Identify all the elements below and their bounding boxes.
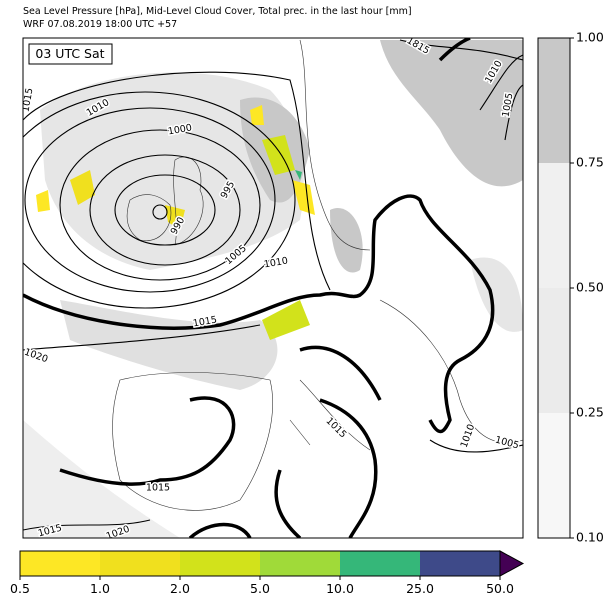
cloud-colorbar-label: 0.25 <box>576 405 604 420</box>
isobars <box>23 38 523 538</box>
precip-colorbar-label: 50.0 <box>486 581 514 596</box>
precip-colorbar-band <box>260 551 340 576</box>
coastlines <box>112 39 523 511</box>
precip-colorbar-label: 5.0 <box>250 581 270 596</box>
precip-colorbar-label: 2.0 <box>170 581 190 596</box>
precip-colorbar-label: 25.0 <box>406 581 434 596</box>
cloud-colorbar-band <box>538 288 570 413</box>
precip-colorbar-band <box>420 551 500 576</box>
title-line-2: WRF 07.08.2019 18:00 UTC +57 <box>23 19 177 30</box>
cloud-colorbar-label: 0.10 <box>576 530 604 545</box>
isobar-label: 1015 <box>20 87 35 113</box>
cloud-colorbar-label: 1.00 <box>576 30 604 45</box>
cloud-colorbar-band <box>538 38 570 163</box>
map-frame <box>22 37 524 539</box>
precip-colorbar-extend <box>499 550 525 577</box>
precipitation <box>36 105 315 340</box>
precip-colorbar-band <box>340 551 420 576</box>
time-label: 03 UTC Sat <box>35 46 104 61</box>
precip-colorbar-label: 10.0 <box>326 581 354 596</box>
cloud-colorbar: 0.10 0.25 0.50 0.75 1.00 <box>537 30 604 545</box>
cloud-colorbar-label: 0.50 <box>576 280 604 295</box>
precip-colorbar: 0.5 1.0 2.0 5.0 10.0 25.0 50.0 <box>10 550 525 596</box>
cloud-colorbar-band <box>538 413 570 538</box>
isobar-label: 1015 <box>146 483 170 494</box>
cloud-colorbar-label: 0.75 <box>576 155 604 170</box>
cloud-colorbar-band <box>538 163 570 288</box>
precip-colorbar-band <box>100 551 180 576</box>
time-label-box <box>28 43 113 65</box>
precip-colorbar-band <box>180 551 260 576</box>
precip-colorbar-label: 0.5 <box>10 581 30 596</box>
title-line-1: Sea Level Pressure [hPa], Mid-Level Clou… <box>23 6 412 17</box>
precip-colorbar-label: 1.0 <box>90 581 110 596</box>
precip-colorbar-band <box>20 551 100 576</box>
